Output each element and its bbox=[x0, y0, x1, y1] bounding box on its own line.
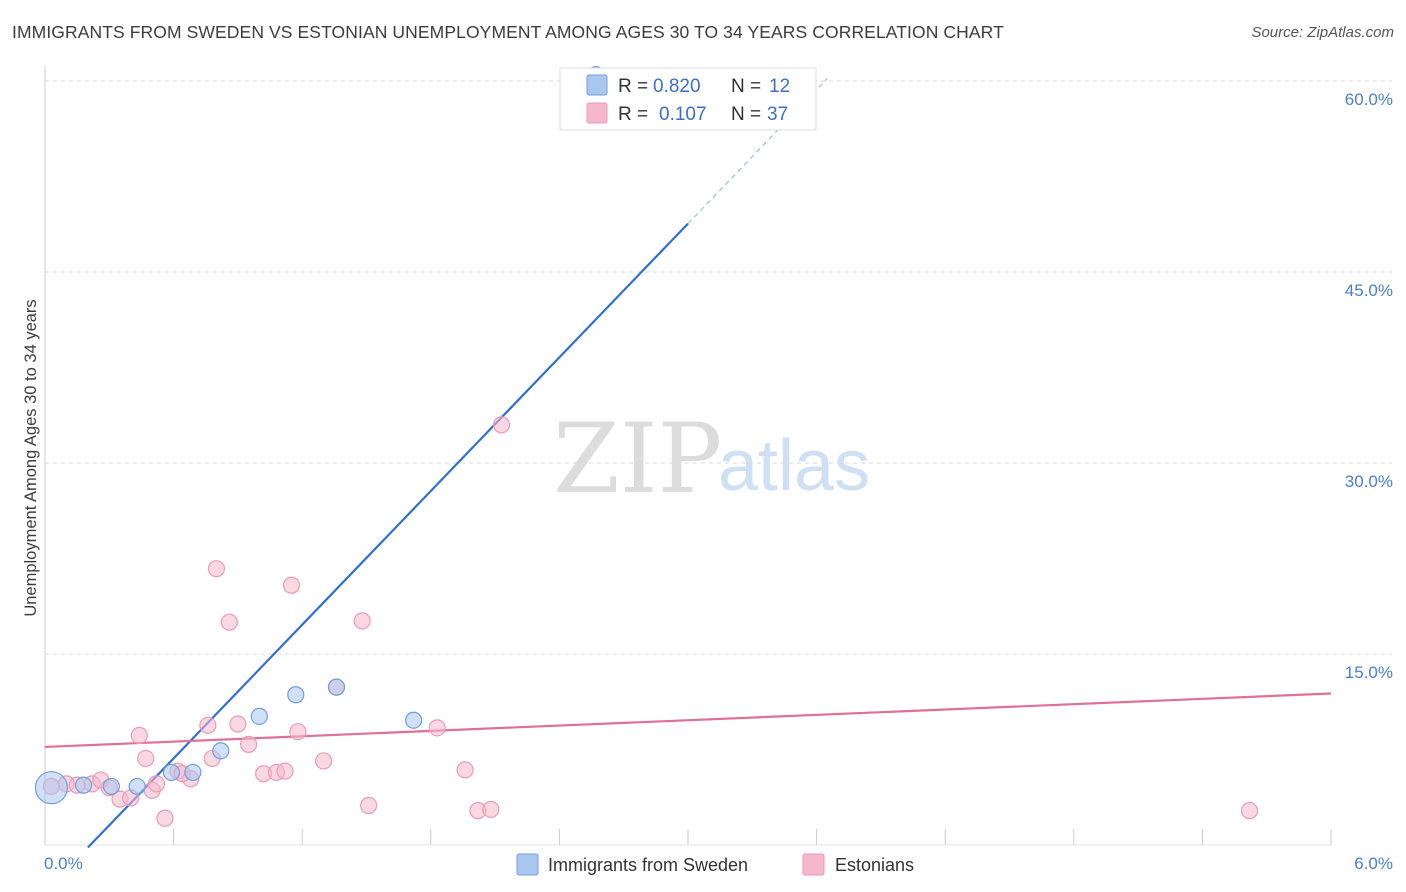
correlation-legend: R = 0.820 N = 12 R = 0.107 N = 37 bbox=[559, 67, 817, 131]
series-swatch-estonians bbox=[802, 853, 825, 876]
point-sweden-5 bbox=[184, 763, 202, 782]
point-estonians-35 bbox=[1240, 802, 1259, 820]
point-estonians-26 bbox=[315, 752, 333, 770]
point-sweden-4 bbox=[162, 763, 181, 782]
legend-r-value-1: 0.820 bbox=[653, 76, 701, 97]
series-swatch-sweden bbox=[516, 853, 539, 876]
point-estonians-28 bbox=[353, 612, 371, 630]
point-estonians-31 bbox=[456, 761, 474, 779]
point-estonians-11 bbox=[147, 775, 166, 793]
legend-swatch-sweden bbox=[586, 74, 608, 96]
grid-lines bbox=[45, 80, 1392, 655]
trend-line-sweden bbox=[87, 222, 689, 849]
legend-r-label-1: R = bbox=[618, 76, 648, 97]
data-points bbox=[34, 66, 1259, 827]
x-tick-label-0: 0.0% bbox=[44, 854, 83, 873]
point-sweden-1 bbox=[74, 776, 93, 794]
legend-r-label-2: R = bbox=[618, 104, 648, 125]
legend-n-value-2: 37 bbox=[767, 104, 788, 125]
legend-n-label-1: N = bbox=[731, 76, 761, 97]
point-estonians-30 bbox=[428, 719, 446, 737]
point-sweden-0 bbox=[34, 771, 69, 805]
y-tick-label-1: 30.0% bbox=[1345, 472, 1393, 491]
trend-lines bbox=[44, 78, 1332, 849]
legend-n-value-1: 12 bbox=[769, 76, 790, 97]
legend-swatch-estonians bbox=[586, 102, 608, 124]
point-estonians-23 bbox=[276, 762, 294, 780]
point-estonians-19 bbox=[229, 715, 247, 733]
y-tick-labels: 15.0% 30.0% 45.0% 60.0% bbox=[1345, 90, 1393, 682]
point-sweden-10 bbox=[405, 711, 423, 729]
watermark-atlas: atlas bbox=[718, 426, 870, 506]
y-axis-label: Unemployment Among Ages 30 to 34 years bbox=[22, 299, 40, 616]
axes bbox=[44, 66, 1332, 846]
point-estonians-15 bbox=[199, 716, 217, 734]
trend-line-sweden-extrapolated bbox=[687, 78, 828, 225]
series-label-sweden: Immigrants from Sweden bbox=[548, 855, 748, 875]
watermark: ZIP atlas bbox=[553, 403, 870, 515]
point-estonians-33 bbox=[482, 800, 500, 818]
x-tick-labels: 0.0% 6.0% bbox=[44, 854, 1393, 873]
point-estonians-8 bbox=[130, 726, 148, 745]
point-estonians-24 bbox=[282, 576, 301, 594]
series-label-estonians: Estonians bbox=[835, 855, 914, 875]
point-estonians-20 bbox=[240, 735, 258, 754]
point-estonians-18 bbox=[220, 613, 238, 631]
y-tick-label-2: 45.0% bbox=[1345, 281, 1393, 300]
point-sweden-7 bbox=[250, 707, 268, 725]
x-tick-label-1: 6.0% bbox=[1354, 854, 1393, 873]
point-sweden-9 bbox=[327, 678, 346, 696]
trend-line-estonians bbox=[44, 692, 1332, 749]
y-tick-label-0: 15.0% bbox=[1345, 663, 1393, 682]
watermark-zip: ZIP bbox=[553, 403, 722, 515]
legend-r-value-2: 0.107 bbox=[659, 104, 707, 125]
point-estonians-34 bbox=[492, 416, 511, 434]
legend-n-label-2: N = bbox=[731, 104, 761, 125]
point-estonians-25 bbox=[289, 723, 307, 741]
chart-title: IMMIGRANTS FROM SWEDEN VS ESTONIAN UNEMP… bbox=[12, 22, 1004, 42]
point-estonians-12 bbox=[156, 809, 174, 827]
point-sweden-3 bbox=[128, 777, 146, 796]
chart-source: Source: ZipAtlas.com bbox=[1251, 24, 1394, 41]
point-estonians-9 bbox=[137, 749, 155, 768]
point-sweden-2 bbox=[102, 777, 121, 796]
point-estonians-29 bbox=[360, 796, 378, 815]
point-estonians-17 bbox=[207, 560, 226, 578]
point-sweden-6 bbox=[212, 742, 230, 760]
series-legend: Immigrants from Sweden Estonians bbox=[516, 853, 914, 876]
point-sweden-8 bbox=[287, 686, 305, 704]
y-tick-label-3: 60.0% bbox=[1345, 90, 1393, 109]
